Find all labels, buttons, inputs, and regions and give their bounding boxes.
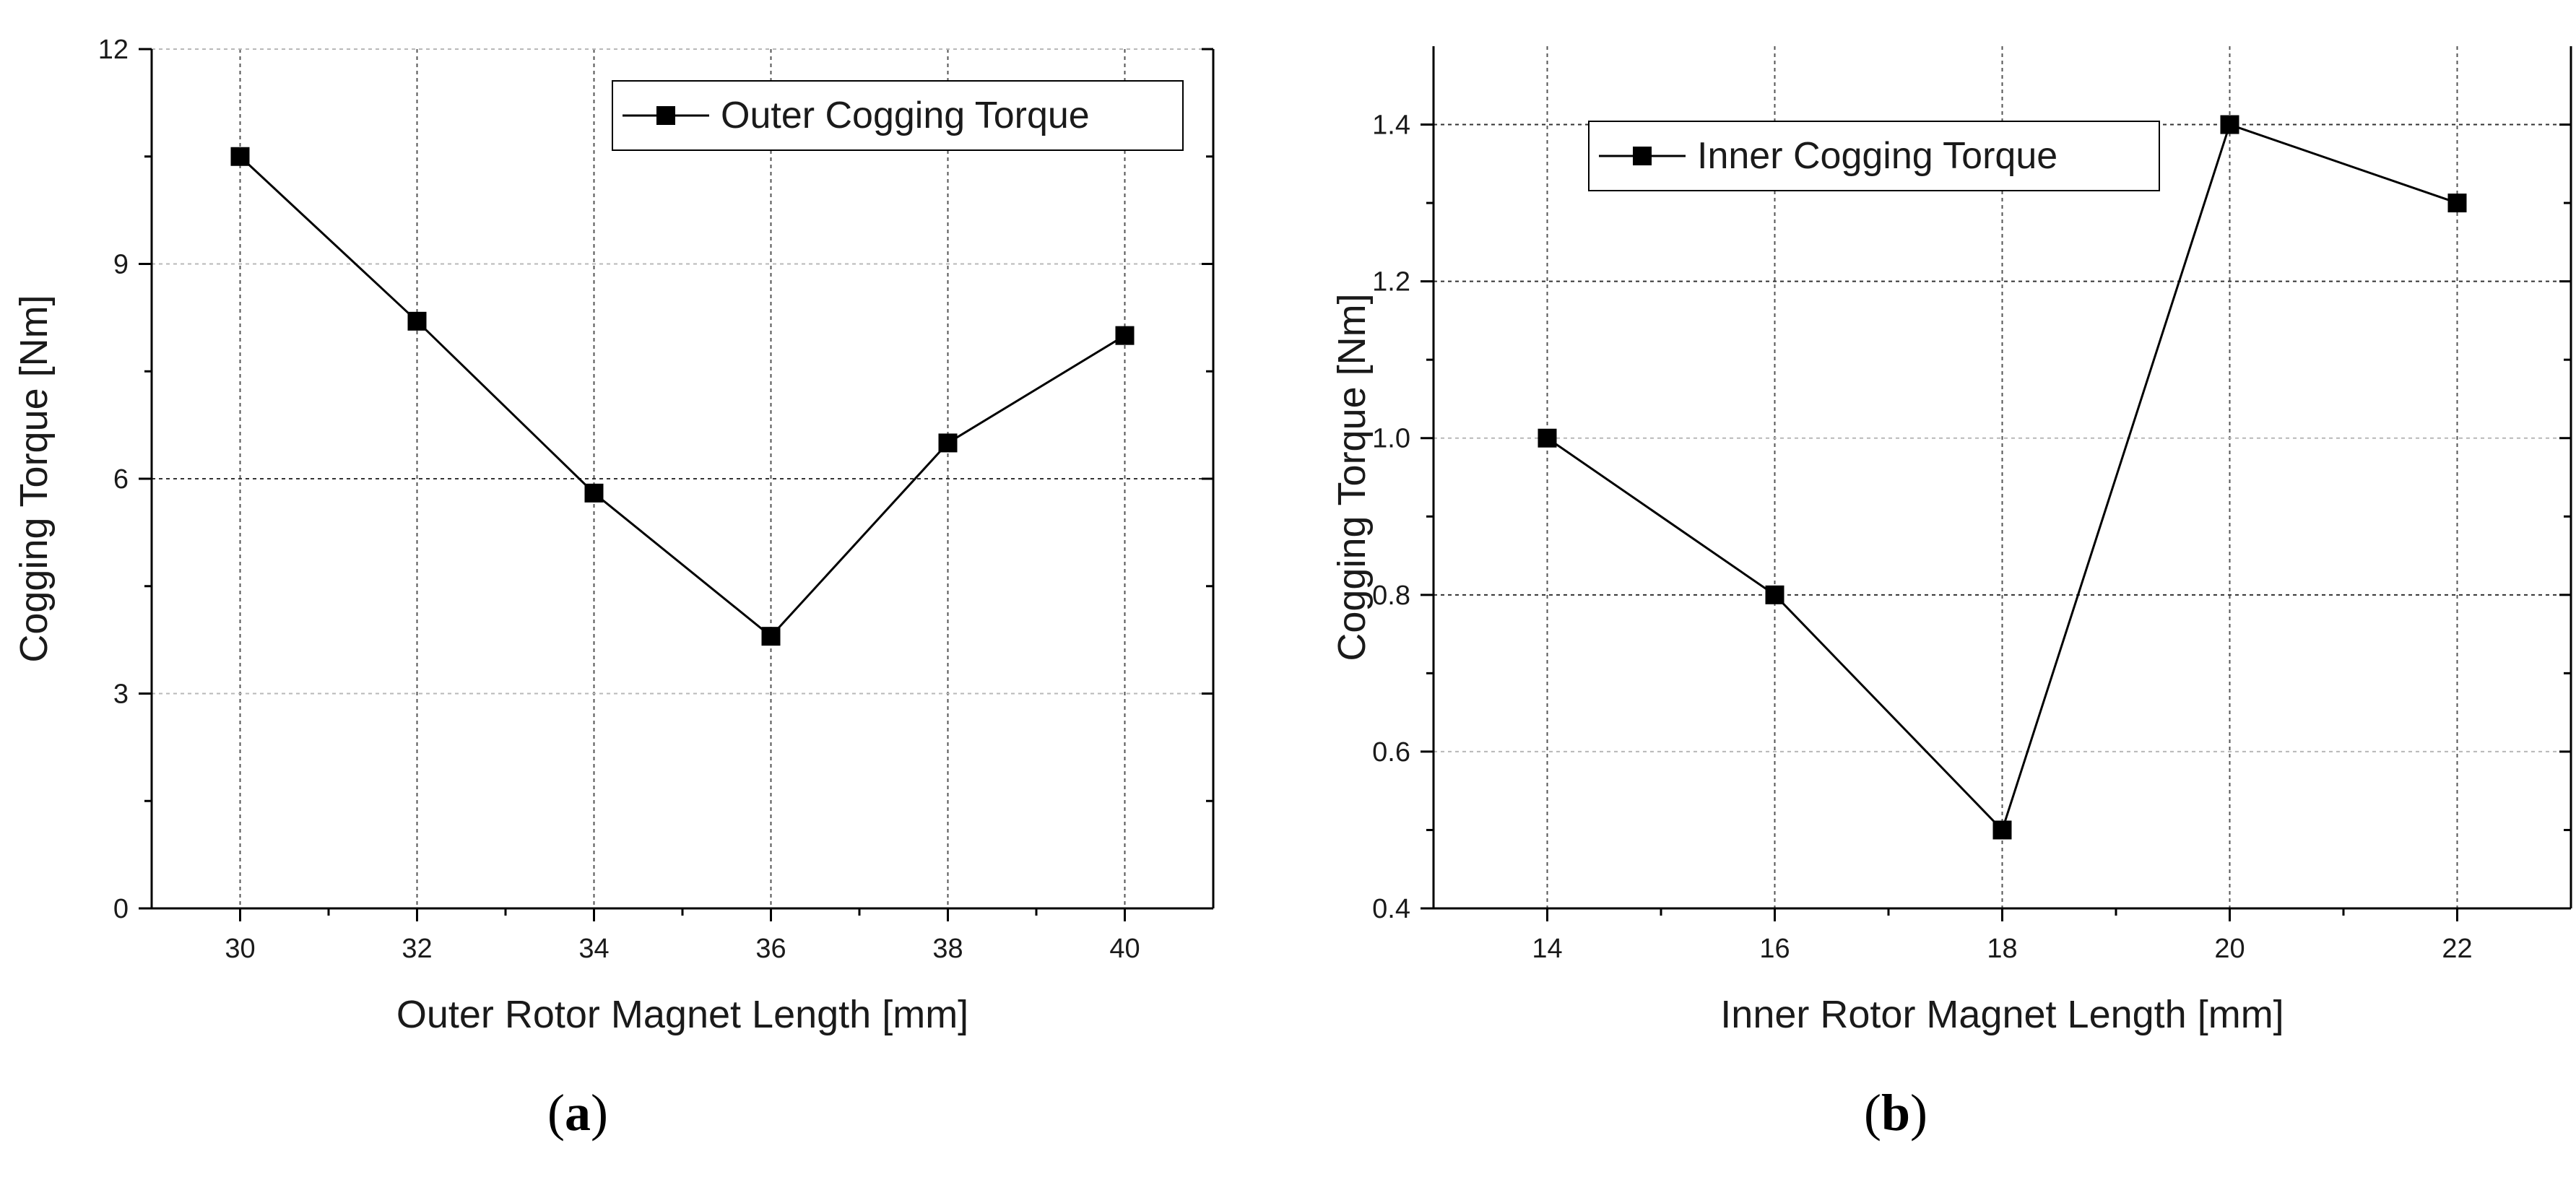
x-tick-label: 40 xyxy=(1109,934,1140,964)
x-tick-label: 34 xyxy=(578,934,609,964)
x-axis-label: Inner Rotor Magnet Length [mm] xyxy=(1720,993,2284,1036)
y-tick-label: 3 xyxy=(113,679,129,710)
data-point xyxy=(761,627,781,646)
data-point xyxy=(1765,585,1784,604)
x-tick-label: 20 xyxy=(2214,934,2245,964)
x-tick-label: 14 xyxy=(1532,934,1562,964)
y-tick-label: 1.2 xyxy=(1372,267,1410,297)
data-point xyxy=(1115,326,1135,345)
legend-label: Outer Cogging Torque xyxy=(721,95,1090,136)
caption-a-letter: a xyxy=(565,1084,591,1142)
x-tick-label: 38 xyxy=(932,934,963,964)
y-tick-label: 0.6 xyxy=(1372,737,1410,768)
y-tick-label: 0.4 xyxy=(1372,894,1410,924)
data-point xyxy=(230,147,250,166)
y-tick-label: 1.4 xyxy=(1372,110,1410,141)
data-point xyxy=(1538,428,1557,448)
legend-box xyxy=(612,80,1184,151)
x-tick-label: 22 xyxy=(2442,934,2472,964)
data-point xyxy=(584,483,604,503)
data-point xyxy=(2220,115,2239,134)
data-point xyxy=(1992,820,2012,840)
chart-panel-b: 0.4 0.6 0.8 1.0 1.2 1.4 14 16 18 20 22 Inner Rotor … xyxy=(1322,0,2576,1072)
caption-a: (a) xyxy=(547,1084,608,1142)
x-tick-label: 16 xyxy=(1759,934,1790,964)
series-line xyxy=(1546,123,2458,833)
data-point xyxy=(938,433,958,453)
caption-b-letter: b xyxy=(1881,1084,1911,1142)
data-point xyxy=(2447,194,2467,213)
legend-label: Inner Cogging Torque xyxy=(1697,135,2057,177)
y-tick-label: 0 xyxy=(113,894,129,924)
y-tick-label: 9 xyxy=(113,250,129,280)
legend: Inner Cogging Torque xyxy=(1588,121,2160,191)
inner-cogging-chart: 0.4 0.6 0.8 1.0 1.2 1.4 14 16 18 20 22 Inner Rotor … xyxy=(1330,46,2572,1036)
x-axis-label: Outer Rotor Magnet Length [mm] xyxy=(396,993,968,1036)
legend-marker xyxy=(1633,147,1652,165)
y-axis-label: Cogging Torque [Nm] xyxy=(12,295,56,662)
y-tick-label: 6 xyxy=(113,464,129,495)
legend: Outer Cogging Torque xyxy=(612,80,1184,151)
legend-marker xyxy=(656,106,675,125)
y-axis-label: Cogging Torque [Nm] xyxy=(1330,293,1374,661)
x-tick-label: 30 xyxy=(225,934,255,964)
y-tick-label: 1.0 xyxy=(1372,424,1410,454)
data-point xyxy=(407,311,427,331)
y-tick-label: 0.8 xyxy=(1372,581,1410,611)
x-tick-label: 18 xyxy=(1987,934,2017,964)
x-tick-label: 36 xyxy=(755,934,786,964)
series-line xyxy=(239,155,1126,638)
y-tick-label: 12 xyxy=(98,35,129,65)
chart-panel-a: 0 3 6 9 12 30 32 34 36 38 40 Outer Rotor Magnet Len… xyxy=(0,0,1271,1072)
caption-b: (b) xyxy=(1863,1084,1927,1142)
x-tick-label: 32 xyxy=(402,934,432,964)
